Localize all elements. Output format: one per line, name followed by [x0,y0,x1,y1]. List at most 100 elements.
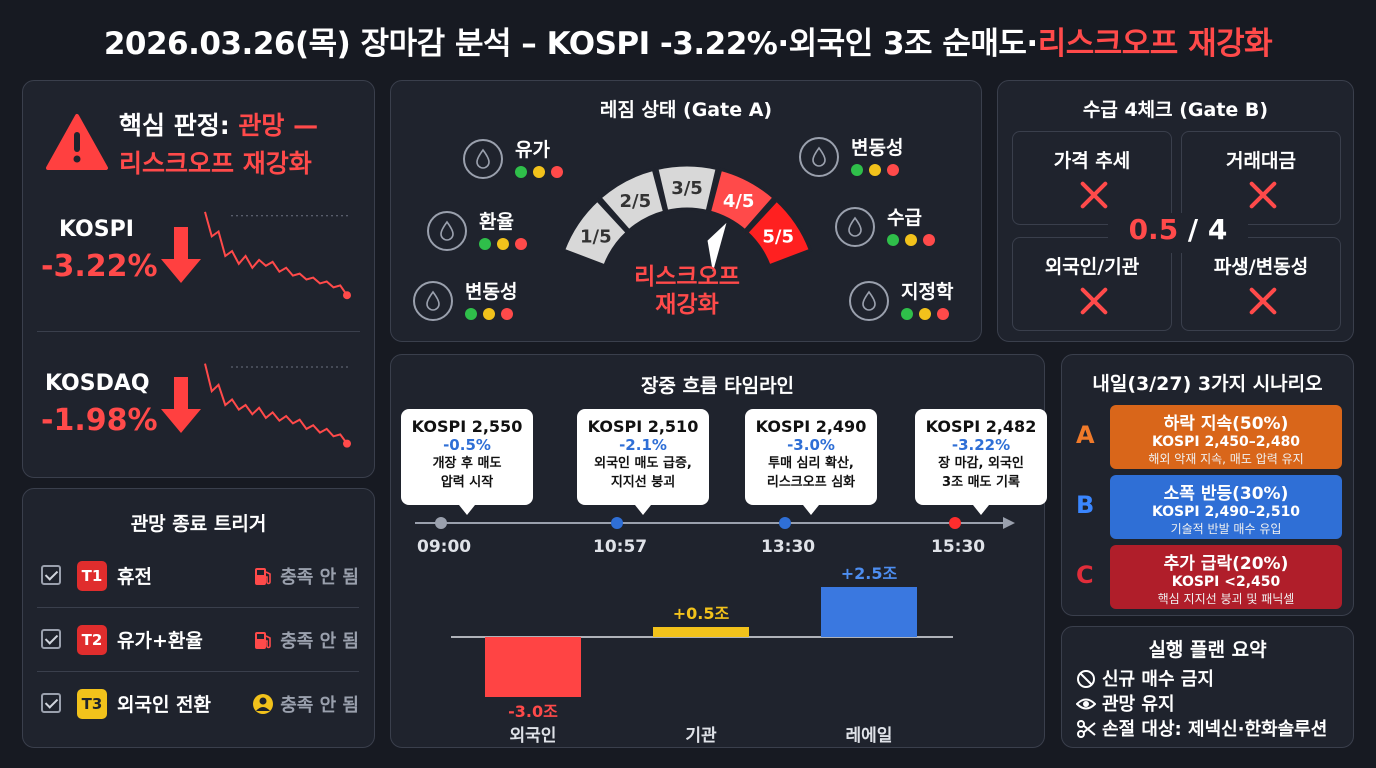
event-change: -0.5% [443,436,491,454]
gate-b-panel: 수급 4체크 (Gate B) 가격 추세 거래대금 외국인/기관 파생/변동성… [997,80,1354,342]
trigger-status: 충족 안 됨 [252,563,359,589]
traffic-light-dot [937,308,949,320]
event-change: -2.1% [619,436,667,454]
checkbox-icon[interactable] [41,629,61,649]
regime-indicator-label: 유가 [515,139,550,161]
scenario-desc: 해외 악재 지속, 매도 압력 유지 [1148,452,1304,466]
trigger-badge: T3 [77,689,107,719]
plan-item-label: 신규 매수 금지 [1102,669,1214,690]
scenario-desc: 핵심 지지선 붕괴 및 패닉셀 [1157,592,1295,606]
checkbox-icon[interactable] [41,693,61,713]
fail-x-icon [1248,286,1278,316]
verdict-label: 핵심 판정: [119,111,239,140]
title-accent: 리스크오프 재강화 [1037,26,1273,62]
gate-check-foreign-inst: 외국인/기관 [1012,237,1172,331]
timeline-dot [435,517,447,529]
regime-indicator-label: 환율 [479,211,514,233]
trigger-badge: T1 [77,561,107,591]
warning-triangle-icon [46,114,108,170]
regime-indicator-label: 수급 [887,207,922,229]
scenario-title: 추가 급락(20%) [1163,554,1289,574]
gate-check-label: 파생/변동성 [1213,256,1309,278]
gauge-segment-label: 1/5 [580,226,612,247]
trigger-row: T3 외국인 전환 충족 안 됨 [37,673,359,735]
regime-indicator-label: 지정학 [901,281,954,303]
traffic-light-dot [515,238,527,250]
scenario-letter: A [1076,421,1095,449]
trigger-badge: T2 [77,625,107,655]
timeline-axis [415,517,1015,529]
flow-value-label: -3.0조 [508,702,558,721]
scenario-panel: 내일(3/27) 3가지 시나리오 A 하락 지속(50%) KOSPI 2,450… [1061,354,1354,616]
flow-category-label: 외국인 [510,726,557,745]
timeline-time: 13:30 [761,537,816,557]
traffic-light-dot [465,308,477,320]
flow-bar [485,637,581,697]
scissors-icon [1077,720,1096,738]
traffic-light [465,305,519,324]
traffic-light-dot [923,234,935,246]
plan-panel: 실행 플랜 요약 신규 매수 금지 관망 유지 손절 대상: 제넥신·한화솔루션 [1061,626,1354,748]
kosdaq-sparkline [204,363,351,448]
fail-x-icon [1079,180,1109,210]
verdict-status-1: 관망 — [238,111,319,140]
person-icon [253,694,274,714]
fuel-pump-icon [255,568,272,585]
regime-state-line2: 재강화 [655,292,719,318]
gauge-segment [561,198,630,268]
trigger-label: 휴전 [117,566,152,588]
trigger-status-text: 충족 안 됨 [280,567,359,588]
event-desc-1: 개장 후 매도 [432,456,502,471]
regime-title: 레짐 상태 (Gate A) [599,99,773,121]
verdict-divider [37,331,360,332]
event-desc-2: 지지선 붕괴 [610,475,676,490]
plan-item-hold: 관망 유지 [1075,690,1175,716]
scenario-title: 하락 지속(50%) [1163,414,1289,434]
triggers-panel: 관망 종료 트리거 T1 휴전 충족 안 됨 T2 유가+환율 충족 안 됨 T3 외국인 전… [22,488,375,748]
regime-panel: 레짐 상태 (Gate A) 1/5 2/5 3/5 4/5 5/5 리스크오프 재강화… [390,80,982,342]
traffic-light [479,235,533,254]
eye-icon [1075,698,1097,710]
traffic-light-dot [483,308,495,320]
gauge-segment [744,198,813,268]
traffic-light-dot [515,166,527,178]
timeline-event-card: KOSPI 2,510 -2.1% 외국인 매도 급증, 지지선 붕괴 [577,409,709,515]
trigger-row: T2 유가+환율 충족 안 됨 [37,609,359,671]
traffic-light-dot [905,234,917,246]
traffic-light-dot [887,234,899,246]
timeline-panel: 장중 흐름 타임라인 KOSPI 2,550 -0.5% 개장 후 매도 압력 시작 0… [390,354,1047,748]
event-price: KOSPI 2,510 [587,417,699,436]
page-title: 2026.03.26(목) 장마감 분석 – KOSPI -3.22%·외국인 … [0,18,1376,63]
flow-value-label: +0.5조 [673,604,730,623]
sparkline-path [204,211,348,296]
event-change: -3.22% [951,436,1011,454]
gauge-segment-label: 4/5 [723,191,755,212]
gauge-segment-label: 2/5 [620,191,652,212]
event-change: -3.0% [787,436,835,454]
verdict-text: 핵심 판정: 관망 — 리스크오프 재강화 [119,107,318,183]
scenario-range: KOSPI 2,450–2,480 [1151,434,1301,450]
scenario-title: 내일(3/27) 3가지 시나리오 [1092,373,1323,395]
traffic-light-dot [533,166,545,178]
traffic-light-dot [901,308,913,320]
flow-icon [835,207,875,247]
scenario-title: 소폭 반등(30%) [1163,484,1289,504]
timeline-time: 09:00 [417,537,472,557]
gauge-segment [597,167,667,233]
gate-check-price-trend: 가격 추세 [1012,131,1172,225]
title-main: 2026.03.26(목) 장마감 분석 – KOSPI -3.22%·외국인 … [103,26,1038,62]
traffic-light-dot [919,308,931,320]
trigger-divider [37,607,359,608]
currency-exchange-icon [427,211,467,251]
fuel-pump-icon [255,632,272,649]
scenario-range: KOSPI <2,450 [1171,574,1281,590]
regime-gauge: 1/5 2/5 3/5 4/5 5/5 [561,163,813,272]
gate-check-label: 외국인/기관 [1044,256,1140,278]
trigger-status-text: 충족 안 됨 [280,631,359,652]
gate-b-score-total: / 4 [1178,213,1228,246]
globe-icon [849,281,889,321]
flow-category-label: 기관 [685,726,717,745]
checkbox-icon[interactable] [41,565,61,585]
trigger-divider [37,671,359,672]
scenario-letter: C [1076,561,1094,589]
